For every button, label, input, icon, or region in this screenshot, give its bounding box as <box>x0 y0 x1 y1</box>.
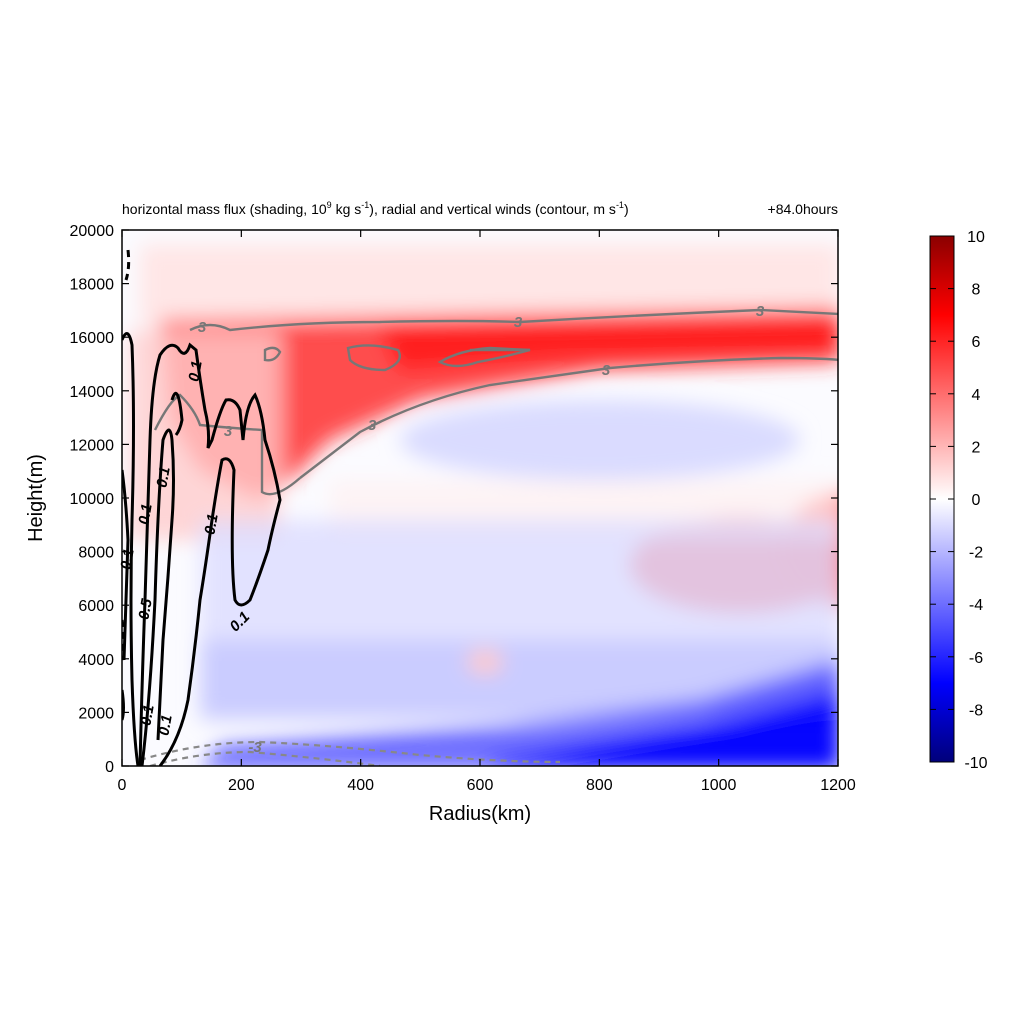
y-tick-label: 20000 <box>70 223 115 240</box>
colorbar-tick-label: -6 <box>969 650 983 667</box>
colorbar-tick-label: 0 <box>972 492 981 509</box>
contour-label: 3 <box>368 417 377 434</box>
colorbar-tick-label: -8 <box>969 702 983 719</box>
x-tick-label: 1200 <box>820 777 856 794</box>
contour-label: 0.1 <box>117 547 137 570</box>
vertical-contour-outer <box>122 332 140 766</box>
contour-label: 3 <box>756 303 765 320</box>
y-axis-label: Height(m) <box>25 454 47 542</box>
y-tick-label: 8000 <box>78 545 114 562</box>
y-tick-label: 12000 <box>70 437 115 454</box>
contour-label: 3 <box>198 319 207 336</box>
contour-label: 3 <box>514 314 523 331</box>
x-tick-label: 400 <box>347 777 374 794</box>
y-tick-label: 18000 <box>70 277 115 294</box>
contour-label: 0.1 <box>153 465 173 488</box>
chart-timestamp: +84.0hours <box>768 201 838 217</box>
shade-upper-outflow <box>160 308 838 500</box>
contour-label: 0.1 <box>137 703 157 726</box>
plot-shading <box>122 230 838 766</box>
y-tick-label: 6000 <box>78 598 114 615</box>
contour-label: 0.1 <box>201 512 221 535</box>
chart-title: horizontal mass flux (shading, 109 kg s-… <box>122 200 629 217</box>
contour-label: 0.1 <box>135 502 155 525</box>
x-tick-label: 0 <box>118 777 127 794</box>
y-tick-label: 10000 <box>70 491 115 508</box>
colorbar-tick-label: -10 <box>964 755 987 772</box>
shade-eyewall <box>130 330 280 540</box>
colorbar-tick-label: 8 <box>972 282 981 299</box>
y-tick-label: 0 <box>105 759 114 776</box>
radial-contour-upper <box>189 308 838 332</box>
contour-label: 3 <box>602 362 611 379</box>
x-tick-label: 200 <box>228 777 255 794</box>
contour-label: 0.1 <box>155 713 175 736</box>
colorbar-tick-label: -2 <box>969 545 983 562</box>
colorbar: 10 8 6 4 2 0 -2 -4 -6 -8 -10 <box>929 229 988 772</box>
shade-upper-inflow <box>400 400 800 480</box>
colorbar-tick-label: 6 <box>972 334 981 351</box>
colorbar-tick-label: -4 <box>969 597 983 614</box>
y-tick-label: 16000 <box>70 330 115 347</box>
contour-label: -3 <box>248 739 262 756</box>
radial-contour-negative <box>139 740 561 764</box>
x-tick-label: 1000 <box>701 777 737 794</box>
vertical-contour-eyewall <box>138 342 282 766</box>
y-tick-label: 14000 <box>70 384 115 401</box>
y-axis: 0 2000 4000 6000 8000 10000 12000 14000 16000 180… <box>70 223 838 776</box>
contour-label: 0.1 <box>185 359 205 382</box>
x-axis-label: Radius(km) <box>429 803 531 825</box>
contour-label: 0.5 <box>135 597 155 621</box>
contour-label: 3 <box>224 423 233 440</box>
x-axis: 0 200 400 600 800 1000 1200 <box>118 230 856 794</box>
colorbar-ticks: 10 8 6 4 2 0 -2 -4 -6 -8 -10 <box>930 229 988 772</box>
x-tick-label: 600 <box>467 777 494 794</box>
y-tick-label: 2000 <box>78 705 114 722</box>
y-tick-label: 4000 <box>78 652 114 669</box>
colorbar-tick-label: 10 <box>967 229 985 246</box>
colorbar-tick-label: 2 <box>972 439 981 456</box>
x-tick-label: 800 <box>586 777 613 794</box>
colorbar-tick-label: 4 <box>972 387 981 404</box>
